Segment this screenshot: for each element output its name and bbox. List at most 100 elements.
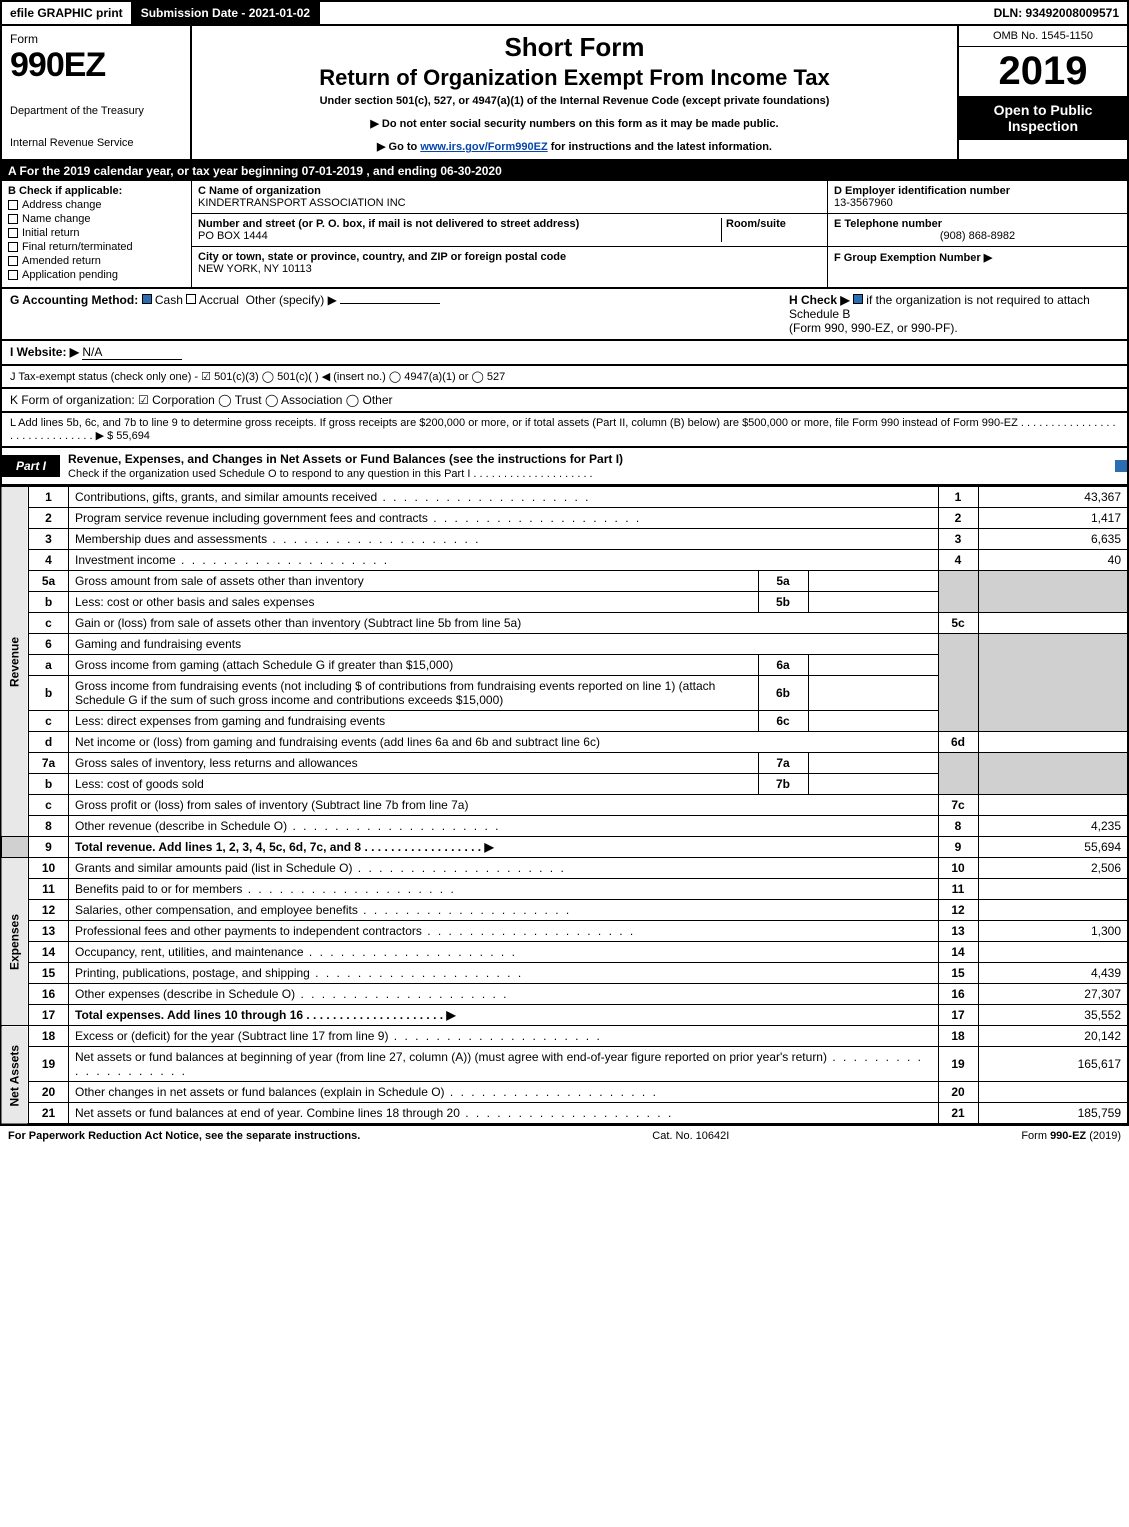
l3-num: 3 [29, 529, 69, 550]
section-b: B Check if applicable: Address change Na… [2, 181, 192, 287]
l2-val: 1,417 [978, 508, 1128, 529]
chk-cash[interactable] [142, 294, 152, 304]
l3-desc: Membership dues and assessments [69, 529, 939, 550]
chk-initial[interactable] [8, 228, 18, 238]
chk-h[interactable] [853, 294, 863, 304]
f-group-label: F Group Exemption Number ▶ [834, 252, 992, 264]
section-def: D Employer identification number 13-3567… [827, 181, 1127, 287]
section-a-taxyear: A For the 2019 calendar year, or tax yea… [0, 161, 1129, 181]
l6c-sub: 6c [758, 711, 808, 732]
tax-year: 2019 [959, 47, 1127, 96]
footer-right: Form 990-EZ (2019) [1021, 1130, 1121, 1142]
section-k: K Form of organization: ☑ Corporation ◯ … [0, 389, 1129, 413]
l12-num: 12 [29, 900, 69, 921]
l17-desc: Total expenses. Add lines 10 through 16 … [69, 1005, 939, 1026]
chk-accrual[interactable] [186, 294, 196, 304]
l6-desc: Gaming and fundraising events [69, 634, 939, 655]
h-pre: H Check ▶ [789, 293, 850, 307]
d-ein-label: D Employer identification number [834, 185, 1010, 197]
l18-ln: 18 [938, 1026, 978, 1047]
l7c-num: c [29, 795, 69, 816]
l16-val: 27,307 [978, 984, 1128, 1005]
goto-post: for instructions and the latest informat… [548, 141, 772, 153]
l8-val: 4,235 [978, 816, 1128, 837]
l19-ln: 19 [938, 1047, 978, 1082]
l20-desc: Other changes in net assets or fund bala… [69, 1082, 939, 1103]
chk-amended[interactable] [8, 256, 18, 266]
l16-num: 16 [29, 984, 69, 1005]
l9-desc: Total revenue. Add lines 1, 2, 3, 4, 5c,… [69, 837, 939, 858]
part1-check[interactable] [1115, 460, 1127, 472]
l8-ln: 8 [938, 816, 978, 837]
l7b-sub: 7b [758, 774, 808, 795]
room-label: Room/suite [726, 218, 786, 230]
l6c-num: c [29, 711, 69, 732]
org-info-block: B Check if applicable: Address change Na… [0, 181, 1129, 289]
l14-num: 14 [29, 942, 69, 963]
goto-pre: ▶ Go to [377, 141, 420, 153]
l7c-ln: 7c [938, 795, 978, 816]
l6a-sub: 6a [758, 655, 808, 676]
l15-val: 4,439 [978, 963, 1128, 984]
l10-num: 10 [29, 858, 69, 879]
chk-address-change[interactable] [8, 200, 18, 210]
l16-ln: 16 [938, 984, 978, 1005]
other-input[interactable] [340, 303, 440, 304]
l10-desc: Grants and similar amounts paid (list in… [69, 858, 939, 879]
l19-val: 165,617 [978, 1047, 1128, 1082]
page-footer: For Paperwork Reduction Act Notice, see … [0, 1125, 1129, 1146]
l15-desc: Printing, publications, postage, and shi… [69, 963, 939, 984]
header-right: OMB No. 1545-1150 2019 Open to Public In… [957, 26, 1127, 159]
l5b-sub: 5b [758, 592, 808, 613]
l10-val: 2,506 [978, 858, 1128, 879]
return-title: Return of Organization Exempt From Incom… [200, 65, 949, 91]
header-mid: Short Form Return of Organization Exempt… [192, 26, 957, 159]
l11-num: 11 [29, 879, 69, 900]
l11-ln: 11 [938, 879, 978, 900]
chk-name-change[interactable] [8, 214, 18, 224]
section-c: C Name of organization KINDERTRANSPORT A… [192, 181, 827, 287]
h-text3: (Form 990, 990-EZ, or 990-PF). [789, 321, 958, 335]
irs-link[interactable]: www.irs.gov/Form990EZ [420, 141, 547, 153]
l14-desc: Occupancy, rent, utilities, and maintena… [69, 942, 939, 963]
l5c-ln: 5c [938, 613, 978, 634]
l6d-num: d [29, 732, 69, 753]
header-left: Form 990EZ Department of the Treasury In… [2, 26, 192, 159]
l2-ln: 2 [938, 508, 978, 529]
l-amount: $ 55,694 [107, 430, 150, 442]
top-bar: efile GRAPHIC print Submission Date - 20… [0, 0, 1129, 26]
l7c-val [978, 795, 1128, 816]
form-header: Form 990EZ Department of the Treasury In… [0, 26, 1129, 161]
l18-num: 18 [29, 1026, 69, 1047]
l1-num: 1 [29, 487, 69, 508]
website: N/A [82, 345, 182, 360]
l6d-val [978, 732, 1128, 753]
l15-num: 15 [29, 963, 69, 984]
l17-ln: 17 [938, 1005, 978, 1026]
part1-title: Revenue, Expenses, and Changes in Net As… [60, 448, 1111, 484]
l14-val [978, 942, 1128, 963]
l4-desc: Investment income [69, 550, 939, 571]
part1-table: Revenue 1 Contributions, gifts, grants, … [0, 486, 1129, 1125]
side-revenue: Revenue [1, 487, 29, 837]
l7b-num: b [29, 774, 69, 795]
opt-address: Address change [22, 199, 102, 211]
l7a-sub: 7a [758, 753, 808, 774]
chk-pending[interactable] [8, 270, 18, 280]
l1-desc: Contributions, gifts, grants, and simila… [69, 487, 939, 508]
l7a-subval [808, 753, 938, 774]
c-city-label: City or town, state or province, country… [198, 251, 566, 263]
efile-label[interactable]: efile GRAPHIC print [2, 4, 131, 22]
l3-val: 6,635 [978, 529, 1128, 550]
l20-ln: 20 [938, 1082, 978, 1103]
l11-val [978, 879, 1128, 900]
l8-desc: Other revenue (describe in Schedule O) [69, 816, 939, 837]
l7b-subval [808, 774, 938, 795]
e-tel-label: E Telephone number [834, 218, 942, 230]
l9-ln: 9 [938, 837, 978, 858]
l1-ln: 1 [938, 487, 978, 508]
chk-final[interactable] [8, 242, 18, 252]
l19-desc: Net assets or fund balances at beginning… [69, 1047, 939, 1082]
short-form: Short Form [200, 32, 949, 63]
g-label: G Accounting Method: [10, 293, 138, 307]
